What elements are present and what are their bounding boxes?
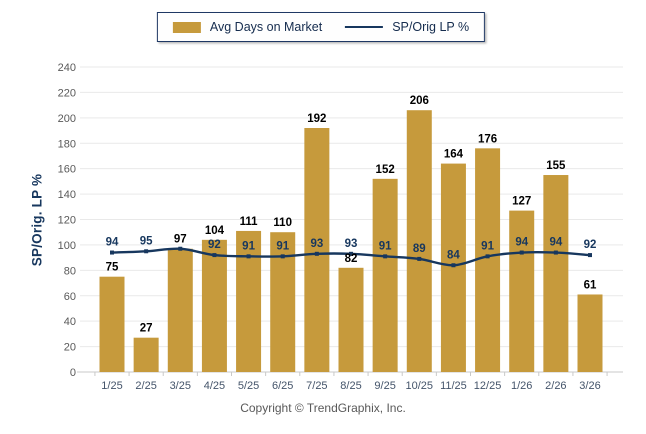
line-marker bbox=[110, 250, 114, 255]
x-axis-label: 4/25 bbox=[204, 380, 225, 392]
bar-value-label: 206 bbox=[410, 95, 429, 107]
x-axis-label: 11/25 bbox=[440, 380, 467, 392]
line-marker bbox=[588, 253, 592, 258]
line-marker bbox=[553, 250, 558, 255]
x-axis-label: 8/25 bbox=[340, 380, 361, 392]
x-axis-label: 1/25 bbox=[101, 380, 122, 392]
bar-value-label: 110 bbox=[273, 217, 292, 229]
bar-series-label: Avg Days on Market bbox=[209, 20, 323, 34]
bar-value-label: 152 bbox=[376, 164, 395, 176]
line-marker bbox=[417, 256, 422, 261]
bar-series-swatch-icon bbox=[172, 21, 201, 33]
x-axis-label: 3/26 bbox=[579, 380, 600, 392]
line-value-label: 89 bbox=[413, 243, 426, 255]
y-tick-label: 100 bbox=[58, 240, 76, 252]
y-tick-label: 60 bbox=[64, 291, 76, 303]
line-marker bbox=[451, 263, 456, 268]
bar bbox=[440, 163, 466, 372]
line-marker bbox=[314, 251, 319, 256]
bar bbox=[338, 267, 364, 372]
line-marker bbox=[349, 251, 353, 256]
bar-value-label: 192 bbox=[307, 113, 326, 125]
y-tick-label: 0 bbox=[70, 367, 76, 379]
line-value-label: 94 bbox=[106, 237, 119, 249]
bar bbox=[133, 337, 159, 372]
line-marker bbox=[383, 254, 388, 259]
bar-value-label: 75 bbox=[106, 262, 119, 274]
x-axis-label: 12/25 bbox=[474, 380, 502, 392]
bar bbox=[543, 175, 569, 372]
line-marker bbox=[212, 253, 217, 258]
line-series-label: SP/Orig LP % bbox=[392, 20, 470, 34]
line-value-label: 95 bbox=[140, 235, 153, 247]
line-marker bbox=[485, 254, 490, 259]
bar bbox=[270, 232, 296, 372]
bar-value-label: 82 bbox=[345, 253, 358, 265]
bar-value-label: 176 bbox=[478, 133, 497, 145]
y-tick-label: 160 bbox=[58, 164, 76, 176]
bar-value-label: 164 bbox=[444, 149, 464, 161]
line-value-label: 92 bbox=[584, 239, 597, 251]
x-axis-label: 2/25 bbox=[135, 380, 156, 392]
line-value-label: 91 bbox=[276, 240, 289, 252]
bar bbox=[406, 110, 432, 372]
bar-value-label: 104 bbox=[205, 225, 225, 237]
line-value-label: 94 bbox=[515, 237, 528, 249]
y-tick-label: 240 bbox=[58, 62, 76, 74]
x-axis-label: 5/25 bbox=[238, 380, 259, 392]
x-axis-label: 9/25 bbox=[374, 380, 395, 392]
y-tick-label: 20 bbox=[64, 342, 76, 354]
line-value-label: 91 bbox=[379, 240, 392, 252]
y-tick-label: 180 bbox=[58, 138, 76, 150]
x-axis-label: 1/26 bbox=[511, 380, 532, 392]
line-value-label: 92 bbox=[208, 239, 221, 251]
legend: Avg Days on Market SP/Orig LP % bbox=[156, 12, 486, 42]
x-axis-label: 6/25 bbox=[272, 380, 293, 392]
bar bbox=[372, 178, 398, 372]
bar bbox=[475, 148, 501, 372]
x-axis-label: 7/25 bbox=[306, 380, 327, 392]
bar-value-label: 97 bbox=[174, 234, 187, 246]
bar bbox=[304, 128, 330, 372]
line-marker bbox=[280, 254, 285, 259]
bar-value-label: 27 bbox=[140, 323, 153, 335]
bar bbox=[509, 210, 535, 372]
line-series-swatch-icon bbox=[345, 25, 384, 29]
line-marker bbox=[246, 254, 251, 259]
y-tick-label: 140 bbox=[58, 189, 76, 201]
line-marker bbox=[519, 250, 524, 255]
copyright-text: Copyright © TrendGraphix, Inc. bbox=[240, 401, 406, 415]
bar-value-label: 61 bbox=[584, 279, 597, 291]
y-tick-label: 120 bbox=[58, 215, 76, 227]
line-marker bbox=[144, 249, 149, 254]
bar-value-label: 111 bbox=[240, 216, 259, 228]
bar-value-label: 127 bbox=[512, 196, 531, 208]
y-tick-label: 40 bbox=[64, 316, 76, 328]
line-value-label: 91 bbox=[481, 240, 494, 252]
bar bbox=[99, 276, 125, 372]
line-value-label: 93 bbox=[345, 238, 358, 250]
line-value-label: 91 bbox=[242, 240, 255, 252]
line-value-label: 84 bbox=[447, 249, 460, 261]
bar bbox=[577, 294, 603, 372]
line-value-label: 93 bbox=[310, 238, 323, 250]
y-tick-label: 200 bbox=[58, 113, 76, 125]
bar bbox=[201, 239, 227, 372]
bar bbox=[167, 248, 193, 372]
x-axis-label: 2/26 bbox=[545, 380, 566, 392]
line-value-label: 94 bbox=[549, 237, 562, 249]
x-axis-label: 3/25 bbox=[170, 380, 191, 392]
line-marker bbox=[178, 246, 183, 251]
x-axis-label: 10/25 bbox=[406, 380, 434, 392]
y-tick-label: 80 bbox=[64, 265, 76, 277]
y-tick-label: 220 bbox=[58, 87, 76, 99]
bar-value-label: 155 bbox=[546, 160, 566, 172]
